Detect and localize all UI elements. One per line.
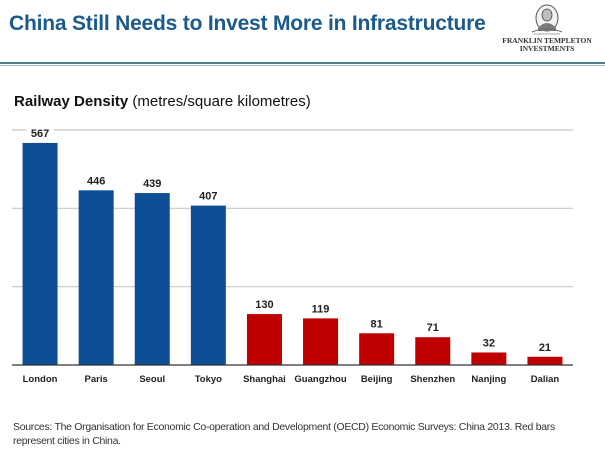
category-label: Nanjing [471, 374, 506, 385]
value-label-bg [478, 336, 499, 349]
franklin-portrait-icon [531, 4, 563, 35]
bar-nanjing [471, 352, 507, 365]
value-label: 32 [483, 337, 495, 349]
bar-guangzhou [303, 318, 339, 365]
value-label-bg [366, 317, 387, 330]
value-label: 446 [87, 175, 105, 187]
category-label: Seoul [139, 374, 165, 385]
bar-seoul [134, 193, 170, 365]
header-divider [0, 62, 605, 66]
category-label: Shenzhen [410, 374, 455, 385]
value-label: 119 [312, 303, 330, 315]
logo-text-line1: FRANKLIN TEMPLETON [502, 36, 592, 45]
value-label: 130 [255, 299, 273, 311]
value-label-bg [194, 189, 222, 202]
chart-title: Railway Density (metres/square kilometre… [14, 93, 311, 110]
bar-tokyo [190, 205, 226, 365]
value-label: 21 [539, 342, 551, 354]
category-label: Shanghai [243, 374, 286, 385]
value-label: 407 [199, 191, 217, 203]
value-label-bg [82, 174, 110, 187]
franklin-templeton-logo: FRANKLIN TEMPLETON INVESTMENTS [497, 4, 597, 56]
value-label-bg [307, 302, 335, 315]
category-labels: London Paris Seoul Tokyo Shanghai Guangzhou Be… [23, 374, 560, 385]
category-label: Guangzhou [294, 374, 346, 385]
bar-beijing [359, 333, 395, 365]
sources-footnote: Sources: The Organisation for Economic C… [13, 421, 555, 447]
logo-text-line2: INVESTMENTS [519, 44, 575, 53]
value-labels: 567 446 439 407 130 119 81 71 32 21 [26, 126, 555, 354]
value-label-bg [26, 126, 54, 139]
bar-shanghai [246, 314, 282, 365]
category-label: Paris [85, 374, 108, 385]
value-label: 71 [427, 322, 439, 334]
value-label-bg [422, 321, 443, 334]
bar-london [22, 142, 58, 365]
category-label: London [23, 374, 58, 385]
chart-title-bold: Railway Density [14, 93, 129, 110]
bar-shenzhen [415, 337, 451, 365]
bar-paris [78, 190, 114, 365]
category-label: Dalian [531, 374, 560, 385]
value-label-bg [138, 177, 166, 190]
category-label: Tokyo [195, 374, 222, 385]
value-label: 81 [371, 318, 383, 330]
value-label: 567 [31, 128, 49, 140]
bars [22, 142, 563, 365]
page-title: China Still Needs to Invest More in Infr… [9, 12, 486, 35]
category-label: Beijing [361, 374, 393, 385]
value-label-bg [534, 340, 555, 353]
chart-title-units: (metres/square kilometres) [128, 93, 311, 110]
value-label: 439 [143, 178, 161, 190]
value-label-bg [250, 298, 278, 311]
bar-dalian [527, 356, 563, 365]
